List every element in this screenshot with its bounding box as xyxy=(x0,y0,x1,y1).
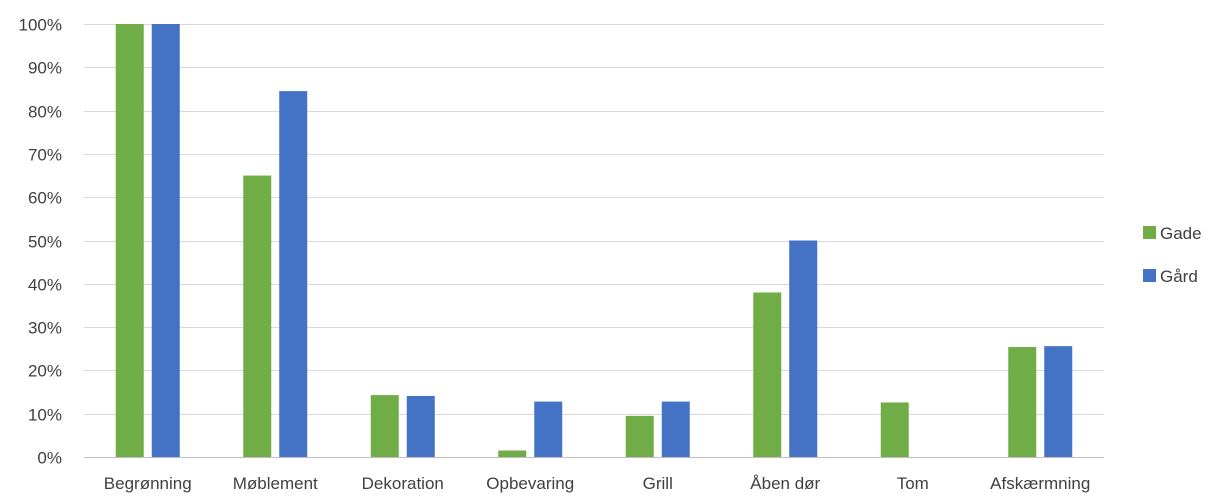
bar-g-rd-1 xyxy=(279,91,308,458)
x-tick-label: Tom xyxy=(897,474,929,493)
bar-gade-4 xyxy=(625,415,654,457)
y-tick-label: 70% xyxy=(28,146,62,165)
y-tick-label: 100% xyxy=(19,16,62,35)
x-tick-label: Grill xyxy=(643,474,673,493)
bar-g-rd-2 xyxy=(406,395,435,457)
y-tick-label: 20% xyxy=(28,362,62,381)
bar-gade-3 xyxy=(498,450,527,457)
bar-gade-7 xyxy=(1008,347,1037,457)
legend-label: Gård xyxy=(1160,267,1198,286)
bar-g-rd-0 xyxy=(151,24,180,457)
y-tick-label: 10% xyxy=(28,406,62,425)
bar-gade-6 xyxy=(880,402,909,457)
y-tick-label: 90% xyxy=(28,59,62,78)
y-tick-label: 60% xyxy=(28,189,62,208)
y-tick-label: 80% xyxy=(28,103,62,122)
x-tick-label: Afskærmning xyxy=(990,474,1090,493)
bar-gade-5 xyxy=(753,292,782,457)
legend-swatch-gade xyxy=(1143,226,1156,239)
legend-label: Gade xyxy=(1160,224,1202,243)
bars xyxy=(115,24,1073,458)
legend-swatch-g-rd xyxy=(1143,269,1156,282)
legend: Gade Gård xyxy=(1143,224,1202,286)
x-tick-label: Begrønning xyxy=(104,474,192,493)
x-tick-label: Møblement xyxy=(233,474,318,493)
x-axis-tick-labels: Begrønning Møblement Dekoration Opbevaring G… xyxy=(104,474,1091,493)
bar-g-rd-7 xyxy=(1044,346,1073,457)
y-tick-label: 50% xyxy=(28,233,62,252)
y-axis-tick-labels: 0% 10% 20% 30% 40% 50% 60% 70% 80% 90% 100% xyxy=(19,16,62,468)
y-tick-label: 40% xyxy=(28,276,62,295)
bar-gade-1 xyxy=(243,175,272,458)
bar-gade-2 xyxy=(370,395,399,457)
bar-g-rd-3 xyxy=(534,401,563,457)
x-tick-label: Dekoration xyxy=(362,474,444,493)
y-tick-label: 0% xyxy=(37,449,62,468)
bar-g-rd-4 xyxy=(661,401,690,457)
bar-gade-0 xyxy=(115,24,144,457)
bar-g-rd-5 xyxy=(789,240,818,457)
x-tick-label: Åben dør xyxy=(750,474,820,493)
x-tick-label: Opbevaring xyxy=(486,474,574,493)
gridlines xyxy=(84,24,1104,415)
y-tick-label: 30% xyxy=(28,319,62,338)
